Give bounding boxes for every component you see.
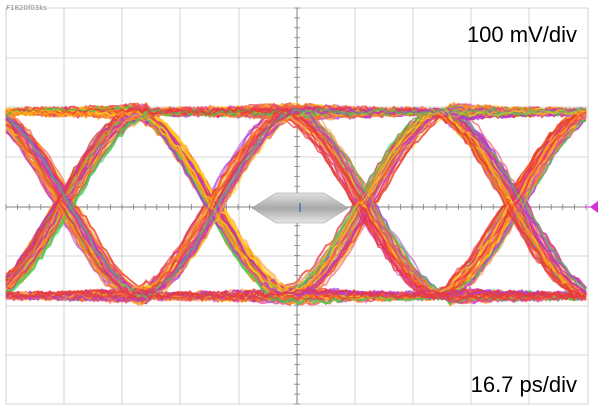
eye-mask: [251, 192, 349, 224]
eye-trace: [5, 111, 587, 299]
eye-trace: [5, 106, 587, 298]
eye-trace: [5, 291, 587, 301]
image-id-label: F1820f03ks: [6, 4, 47, 12]
eye-trace: [5, 105, 587, 300]
horizontal-scale-label: 16.7 ps/div: [471, 372, 577, 397]
eye-trace: [5, 288, 587, 300]
vertical-scale-label: 100 mV/div: [467, 22, 577, 47]
eye-trace: [5, 110, 587, 296]
trigger-level-marker-icon: [590, 201, 598, 213]
eye-traces: [4, 101, 588, 307]
eye-trace: [5, 108, 587, 295]
eye-trace: [5, 110, 587, 298]
eye-trace: [5, 107, 587, 302]
eye-trace: [5, 107, 586, 300]
